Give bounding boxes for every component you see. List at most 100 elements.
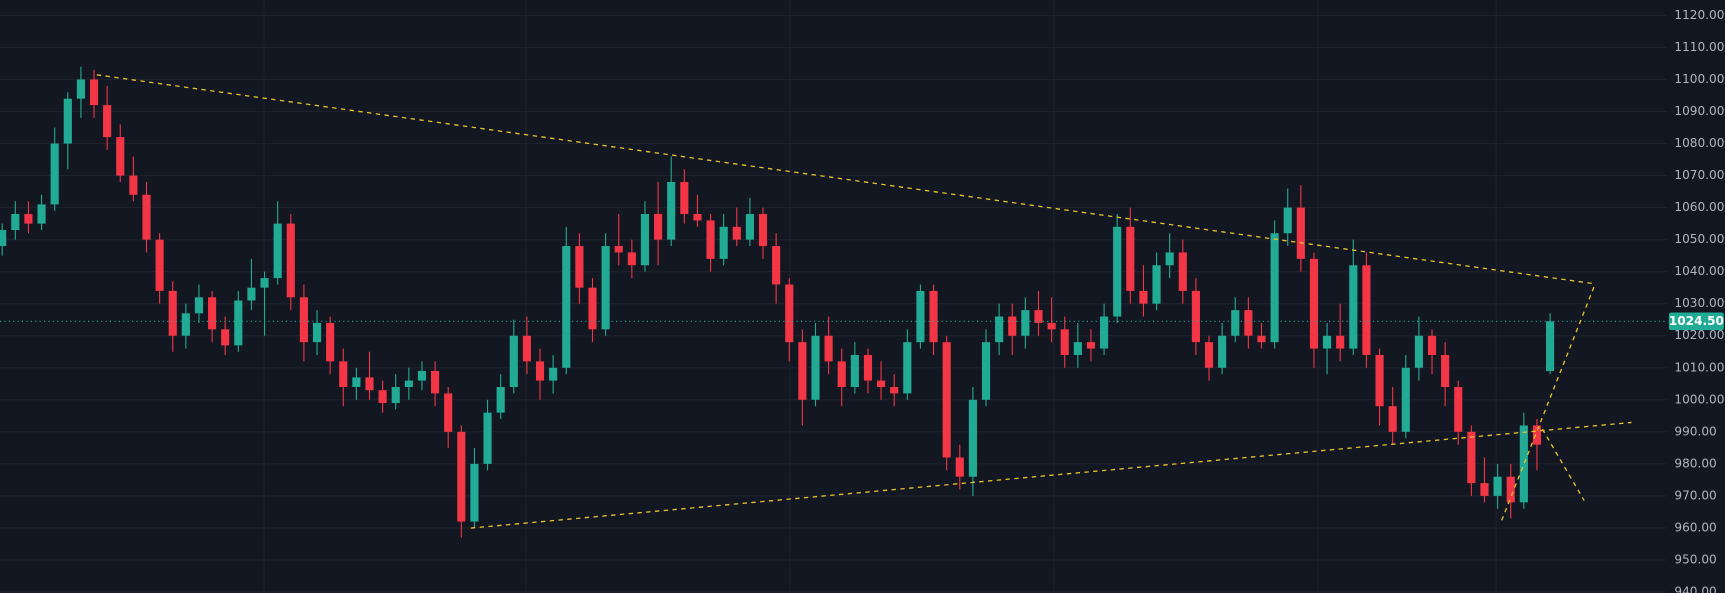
candle-body [234, 300, 243, 346]
candle-body [798, 342, 807, 400]
upper-trendline [96, 74, 1596, 285]
candle-body [1388, 406, 1397, 432]
candle-body [654, 214, 663, 240]
candle-body [299, 297, 308, 343]
candle-body [509, 335, 518, 387]
candle-body [1152, 265, 1161, 304]
candle-body [1218, 335, 1227, 368]
candle-body [955, 457, 964, 477]
candle-body [1139, 290, 1148, 304]
candle-body [824, 335, 833, 362]
price-tag-label: 1024.50 [1669, 314, 1724, 328]
candle-body [444, 393, 453, 432]
y-tick-label: 1020.00 [1674, 328, 1724, 342]
y-tick-label: 1100.00 [1674, 72, 1724, 86]
candle-body [916, 290, 925, 343]
candle-body [1441, 354, 1450, 387]
projection-line [1501, 283, 1596, 521]
y-tick-label: 950.00 [1674, 552, 1716, 566]
y-tick-label: 970.00 [1674, 488, 1716, 502]
price-axis: 940.00 950.00 960.00 970.00 980.00 990.00 1000… [1666, 0, 1725, 593]
candle-body [942, 342, 951, 458]
y-tick-label: 1050.00 [1674, 232, 1724, 246]
candle-body [1008, 316, 1017, 336]
y-tick-label: 1000.00 [1674, 392, 1724, 406]
candle-body [1506, 476, 1515, 503]
candle-body [680, 181, 689, 215]
candle-body [1165, 252, 1174, 266]
candle-body [745, 214, 754, 240]
candle-body [1362, 265, 1371, 355]
candle-body [1375, 354, 1384, 407]
candle-body [968, 399, 977, 477]
price-tag [1668, 312, 1724, 331]
candle-body [1414, 335, 1423, 368]
candle-body [890, 386, 899, 394]
candle-body [76, 79, 85, 99]
candle-body [981, 342, 991, 400]
y-tick-label: 1040.00 [1674, 264, 1724, 278]
candle-body [221, 329, 230, 346]
candle-body [129, 175, 138, 195]
candle-body [1204, 342, 1214, 368]
y-tick-label: 1120.00 [1674, 8, 1724, 22]
candle-body [601, 246, 610, 330]
candle-body [0, 230, 7, 247]
candle-body [378, 390, 387, 404]
y-tick-label: 1090.00 [1674, 104, 1724, 118]
candle-body [522, 335, 531, 362]
candle-body [417, 370, 427, 381]
candle-body [549, 367, 558, 381]
y-tick-label: 1030.00 [1674, 296, 1724, 310]
candle-body [1178, 252, 1187, 291]
candle-body [11, 214, 20, 231]
candle-body [1021, 310, 1030, 336]
candle-body [1309, 258, 1319, 349]
trendlines [96, 74, 1632, 529]
candle-body [1073, 342, 1082, 355]
candle-body [496, 386, 505, 413]
candle-body [37, 204, 46, 224]
candle-body [785, 284, 794, 343]
y-tick-label: 990.00 [1674, 424, 1716, 438]
candle-body [181, 313, 190, 336]
candle-body [457, 431, 466, 522]
y-tick-label: 1110.00 [1674, 40, 1724, 54]
candle-body [1296, 207, 1305, 259]
candle-body [1113, 226, 1122, 317]
candle-body [863, 354, 873, 381]
candle-body [50, 143, 59, 205]
candle-body [208, 297, 217, 330]
candle-body [1532, 425, 1542, 445]
y-tick-label: 1070.00 [1674, 168, 1724, 182]
candle-body [588, 287, 597, 330]
candle-body [1191, 290, 1200, 343]
candle-body [1047, 322, 1056, 330]
candle-body [142, 194, 151, 240]
candle-body [929, 290, 938, 343]
candle-body [391, 386, 400, 404]
candle-body [1427, 335, 1437, 355]
candle-body [1231, 310, 1240, 336]
candle-body [260, 278, 269, 288]
candle-body [483, 412, 492, 464]
y-tick-label: 1060.00 [1674, 200, 1724, 214]
candle-body [719, 226, 728, 259]
candle-body [312, 322, 322, 343]
candle-body [995, 316, 1004, 343]
candle-body [1401, 367, 1410, 432]
candles [0, 66, 1667, 538]
candle-body [667, 181, 676, 240]
candle-body [627, 252, 636, 266]
candle-body [1349, 265, 1358, 349]
y-tick-label: 960.00 [1674, 520, 1716, 534]
candle-body [1336, 335, 1345, 349]
horizontal-grid [0, 14, 1667, 593]
y-tick-label: 1010.00 [1674, 360, 1724, 374]
candle-body [706, 220, 715, 259]
candle-body [1086, 342, 1096, 349]
candle-body [693, 214, 702, 221]
lower-trendline [470, 421, 1632, 529]
candle-body [903, 342, 912, 394]
